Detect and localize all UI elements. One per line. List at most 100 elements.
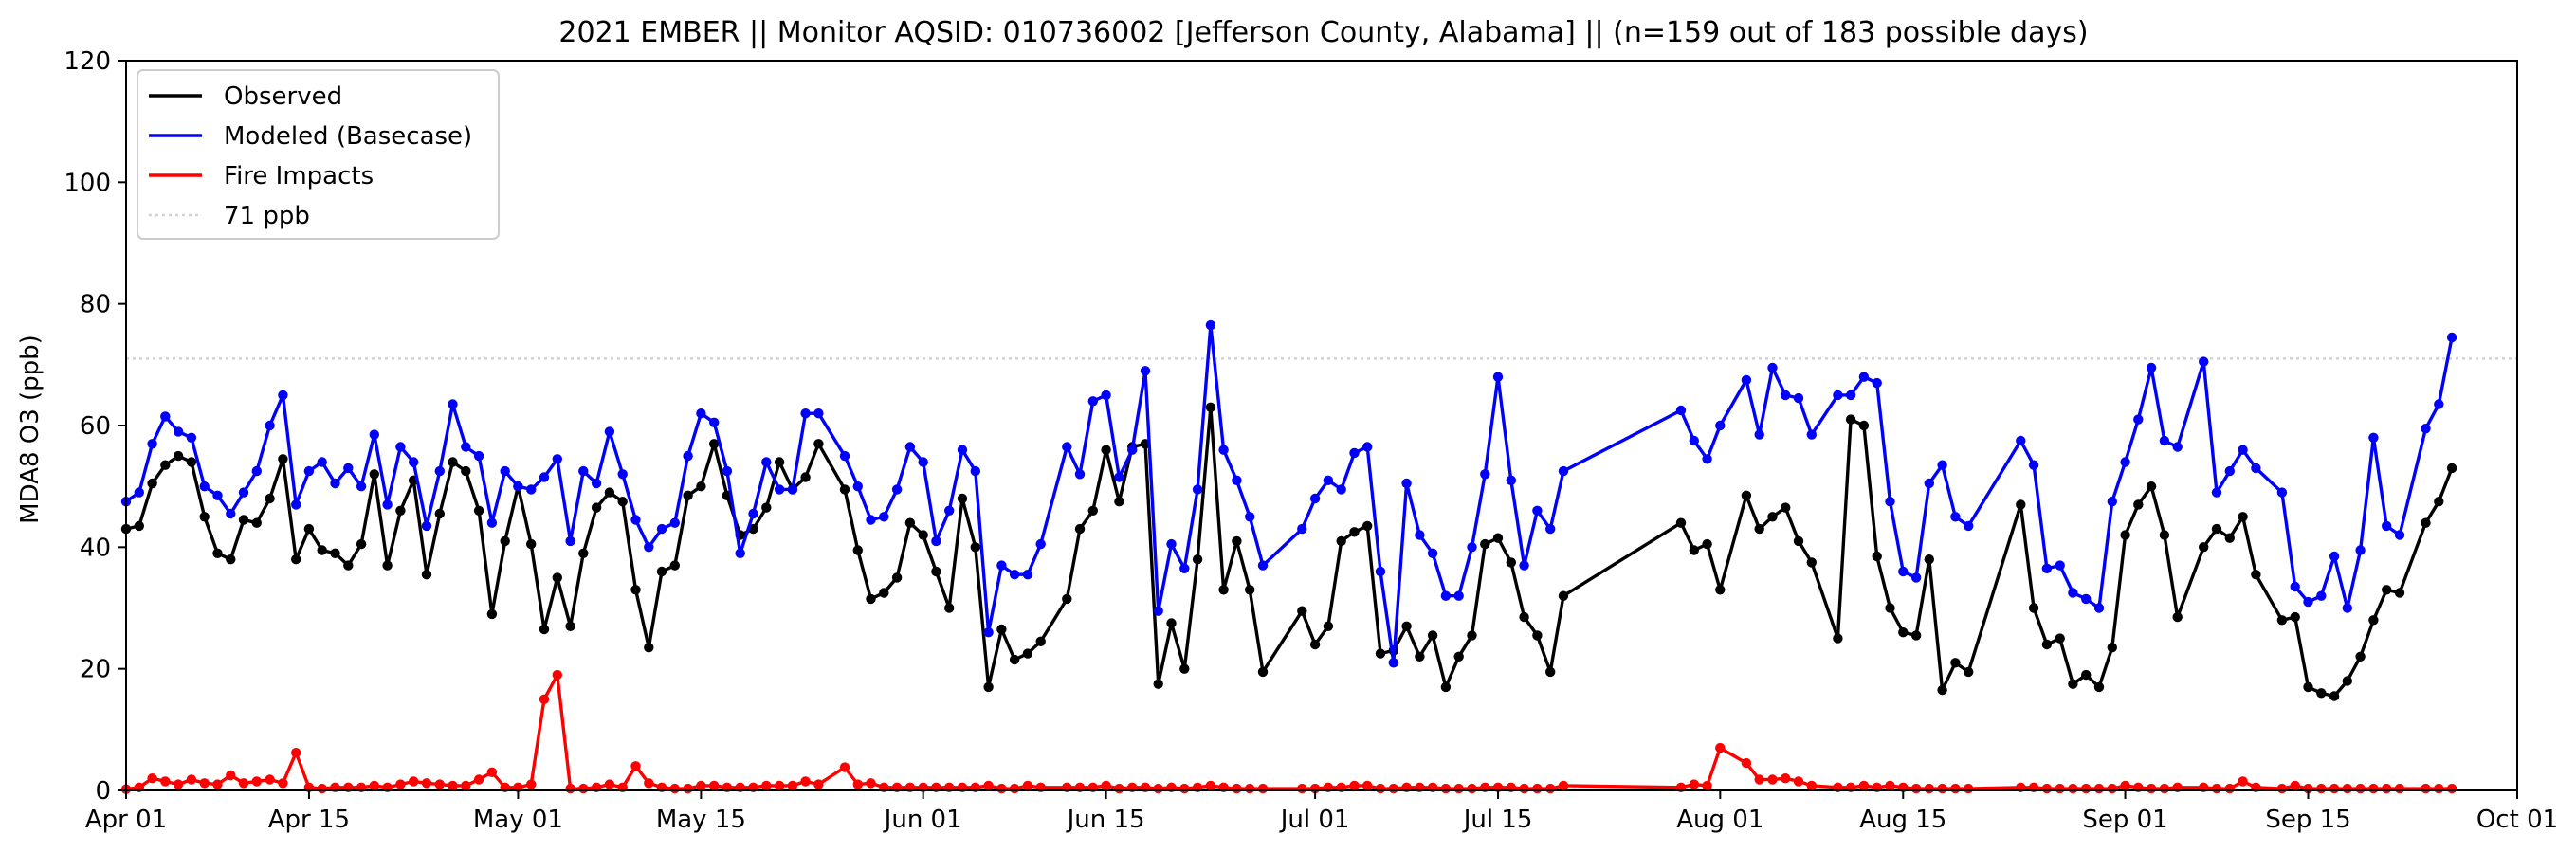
data-point-modeled-basecase [1715,420,1726,431]
data-point-fire-impacts [238,778,249,789]
data-point-modeled-basecase [343,463,354,474]
data-point-modeled-basecase [1323,475,1334,485]
data-point-modeled-basecase [2107,497,2117,507]
data-point-observed [2199,542,2209,553]
data-point-observed [1806,557,1818,568]
data-point-fire-impacts [2434,783,2444,794]
data-point-fire-impacts [787,780,798,791]
data-point-modeled-basecase [931,535,941,547]
data-point-modeled-basecase [2368,432,2379,443]
data-point-fire-impacts [1937,783,1947,794]
data-point-modeled-basecase [709,417,720,427]
data-point-observed [918,530,928,540]
data-point-modeled-basecase [1192,484,1203,495]
data-point-fire-impacts [1009,783,1020,794]
data-point-modeled-basecase [1362,442,1373,452]
data-point-observed [748,523,758,535]
data-point-observed [1101,445,1111,455]
data-point-fire-impacts [369,780,379,791]
data-point-fire-impacts [1715,742,1726,753]
data-point-modeled-basecase [891,484,903,495]
data-point-modeled-basecase [1480,469,1490,480]
data-point-modeled-basecase [513,481,523,492]
data-point-modeled-basecase [774,484,785,495]
data-point-modeled-basecase [1558,465,1569,477]
data-point-fire-impacts [1689,779,1700,789]
data-point-modeled-basecase [879,512,889,522]
data-point-observed [2041,639,2053,650]
data-point-fire-impacts [2342,783,2352,794]
data-point-fire-impacts [291,748,301,758]
data-point-observed [134,520,144,532]
data-point-observed [421,570,432,580]
data-point-observed [996,624,1007,635]
data-point-modeled-basecase [852,481,863,492]
data-point-fire-impacts [1388,783,1399,794]
legend-label: 71 ppb [224,202,310,230]
data-point-modeled-basecase [226,508,236,519]
data-point-fire-impacts [1297,783,1307,794]
data-point-modeled-basecase [278,390,288,401]
data-point-fire-impacts [278,778,288,789]
data-point-observed [2290,611,2300,623]
data-point-modeled-basecase [1388,658,1399,668]
data-point-observed [761,502,772,513]
x-tick-label: May 15 [656,806,746,834]
chart-title: 2021 EMBER || Monitor AQSID: 010736002 [… [558,16,2088,49]
data-point-fire-impacts [212,779,223,789]
data-point-modeled-basecase [2211,487,2222,498]
data-point-modeled-basecase [500,465,510,477]
data-point-observed [2303,681,2313,693]
data-point-modeled-basecase [147,439,157,449]
data-point-fire-impacts [644,778,654,789]
data-point-modeled-basecase [2421,424,2431,434]
x-tick-label: Jul 15 [1462,806,1533,834]
data-point-modeled-basecase [356,481,367,492]
data-point-observed [2446,463,2457,474]
data-point-fire-impacts [434,779,445,789]
data-point-fire-impacts [1545,783,1556,794]
series-observed [120,402,2457,701]
data-point-modeled-basecase [696,408,706,419]
data-point-observed [2093,681,2105,693]
data-point-fire-impacts [604,779,615,789]
data-point-observed [1022,648,1033,659]
data-point-observed [212,548,223,558]
data-point-modeled-basecase [1297,523,1307,535]
data-point-modeled-basecase [2329,551,2340,562]
data-point-modeled-basecase [2434,399,2444,409]
data-point-modeled-basecase [421,520,432,532]
data-point-observed [2224,533,2235,543]
data-point-modeled-basecase [1401,478,1412,489]
legend: Observed Modeled (Basecase) Fire Impacts 71… [137,69,500,240]
data-point-modeled-basecase [1349,447,1360,459]
data-point-observed [1087,505,1099,516]
data-point-modeled-basecase [1166,538,1177,550]
data-point-observed [683,490,693,500]
data-point-observed [2055,633,2065,644]
x-tick-label: Aug 01 [1676,806,1763,834]
data-point-observed [1964,666,1974,678]
data-point-fire-impacts [761,780,772,791]
x-tick-label: Oct 01 [2476,806,2558,834]
data-point-modeled-basecase [303,465,315,477]
data-point-modeled-basecase [1245,512,1255,522]
data-point-observed [2146,481,2157,492]
data-point-observed [1754,523,1764,535]
data-point-observed [1453,651,1464,662]
data-point-modeled-basecase [2028,460,2039,470]
data-point-observed [2394,588,2405,598]
data-point-modeled-basecase [787,484,798,495]
data-point-observed [1427,630,1438,641]
data-point-modeled-basecase [2238,445,2248,455]
data-point-fire-impacts [173,779,184,789]
data-point-observed [1872,551,1882,562]
data-point-observed [2368,615,2379,626]
data-point-modeled-basecase [866,515,876,525]
data-point-fire-impacts [2329,783,2340,794]
data-point-observed [1257,666,1269,678]
data-point-observed [160,460,171,470]
data-point-observed [343,560,354,571]
data-point-observed [2342,676,2352,686]
data-point-fire-impacts [1440,783,1452,794]
